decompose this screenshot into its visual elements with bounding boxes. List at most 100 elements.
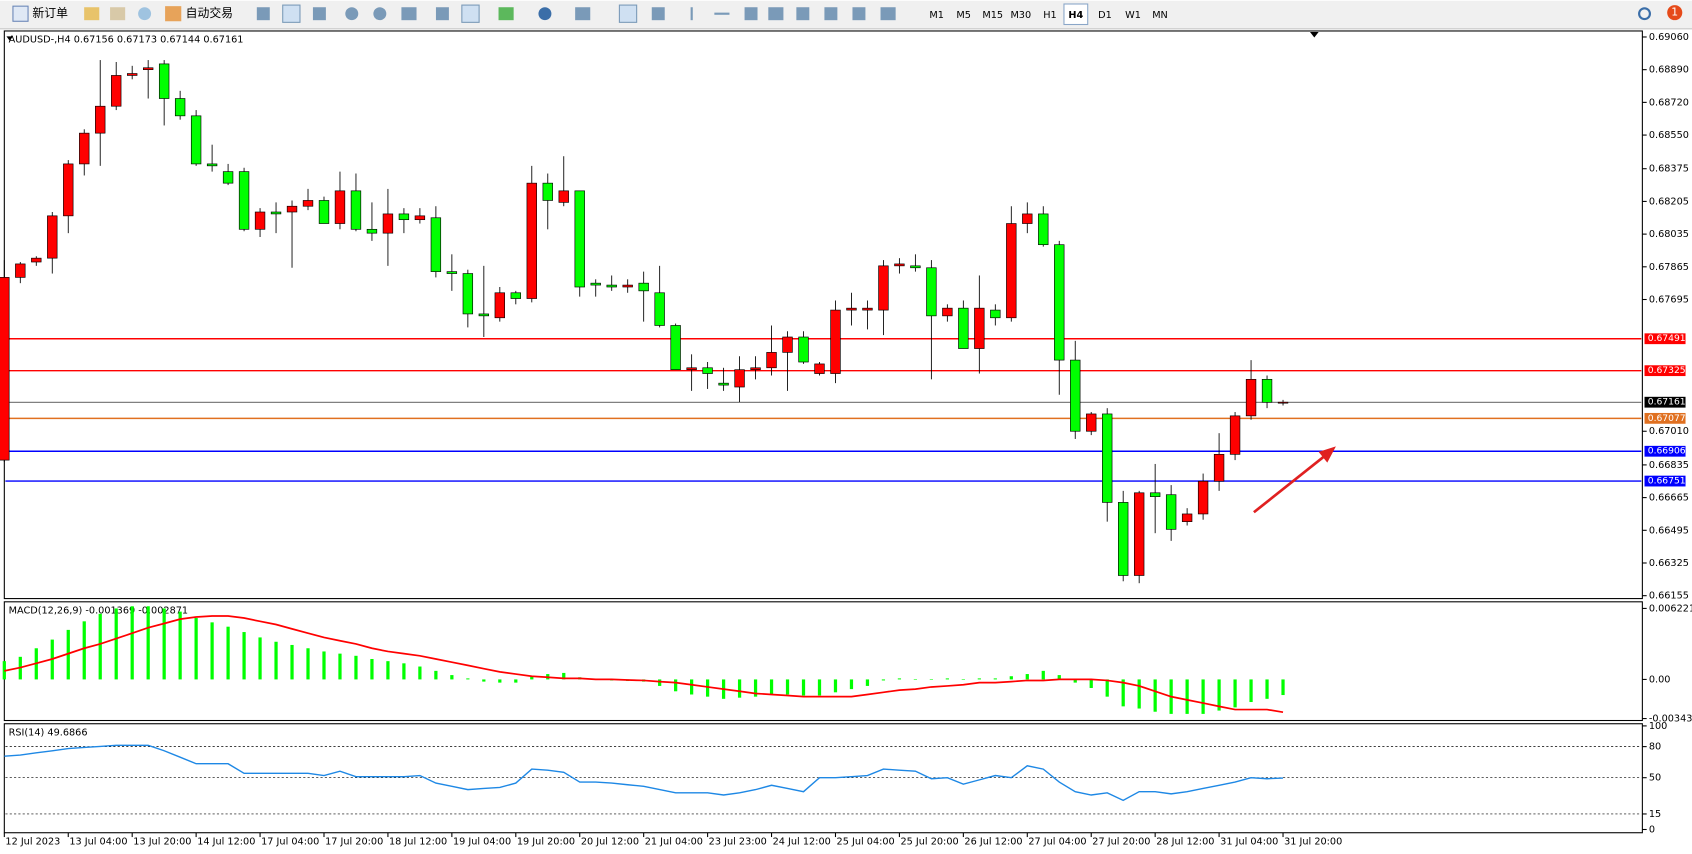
candle-body [1038,213,1049,246]
candle-body [670,325,681,371]
icon[interactable] [744,7,758,21]
macd-bar [370,658,374,680]
x-tick-label: 27 Jul 04:00 [1028,836,1086,847]
timeframe-button[interactable]: M5 [956,10,971,21]
timeframe-button[interactable]: W1 [1125,10,1141,21]
icon[interactable] [651,7,665,21]
y-tick-label: 0.66665 [1649,493,1689,504]
macd-bar [817,679,822,696]
candle-body [974,307,985,349]
icon[interactable] [401,7,417,21]
icon[interactable] [435,7,449,21]
candle-body [734,369,745,388]
icon[interactable] [880,7,896,21]
icon[interactable] [768,7,784,21]
candle-body [398,213,410,221]
cursor-tool[interactable] [618,4,638,23]
timeframe-button[interactable]: M30 [1010,10,1031,21]
macd-bar [849,679,854,690]
new-order-icon[interactable] [12,5,29,22]
candle-body [1070,359,1081,432]
icon[interactable] [110,7,126,21]
icon[interactable] [824,7,838,21]
macd-bar [1121,679,1125,707]
macd-bar [945,678,949,680]
candle-body [127,73,138,76]
macd-bar [1217,679,1221,711]
candle-body [574,190,585,288]
icon[interactable] [796,7,810,21]
timeframe-button[interactable]: H4 [1068,10,1083,21]
icon[interactable] [282,4,301,23]
y-tick-label: 0.67865 [1649,262,1689,273]
macd-bar [226,626,230,680]
search-icon[interactable] [1638,7,1651,21]
x-tick-label: 27 Jul 20:00 [1092,836,1150,847]
candle-body [142,67,154,71]
macd-bar [210,622,214,680]
macd-bar [1281,679,1285,696]
candle-body [1197,480,1209,515]
icon[interactable] [714,12,730,15]
icon[interactable] [345,7,359,21]
icon[interactable] [256,7,270,21]
candle-body [542,182,553,201]
macd-bar [162,608,166,680]
macd-panel [3,601,1643,722]
candle-body [1181,513,1193,522]
y-tick-label: 0.68890 [1649,65,1689,76]
icon[interactable] [690,7,693,21]
candle-body [174,98,186,117]
icon[interactable] [312,7,326,21]
candle-body [1277,401,1289,404]
timeframe-button[interactable]: D1 [1098,10,1112,21]
icon[interactable] [498,7,514,21]
macd-bar [1233,679,1237,708]
price-level-tag [1644,475,1686,487]
candle-body [430,217,442,272]
notification-count[interactable]: 1 [1671,6,1678,19]
x-tick-label: 28 Jul 12:00 [1156,836,1214,847]
candle-body [111,75,122,107]
candle-body [222,171,234,184]
auto-trading-icon[interactable] [165,6,182,22]
icon[interactable] [373,7,387,21]
icon[interactable] [461,4,480,23]
icon[interactable] [538,7,552,21]
timeframe-button[interactable]: H1 [1043,10,1056,21]
x-tick-label: 20 Jul 12:00 [581,836,639,847]
annotation-arrowhead [1318,446,1336,463]
candle-body [206,163,218,167]
main-panel [3,30,1643,600]
macd-bar [338,653,342,680]
candle-body [15,263,26,278]
macd-bar [865,679,870,686]
macd-bar [82,621,86,680]
icon[interactable] [575,7,591,21]
candle-body [686,367,697,371]
macd-bar [290,644,294,680]
candle-body [1118,502,1129,576]
macd-bar [194,618,198,680]
macd-bar [977,678,981,680]
icon[interactable] [84,7,100,21]
candle-body [1261,378,1273,403]
macd-bar [322,651,326,680]
icon[interactable] [138,7,152,21]
macd-bar [562,672,566,680]
candle-body [638,282,649,292]
timeframe-button[interactable]: MN [1152,10,1168,21]
macd-bar [530,676,534,680]
y-tick-label: 0.66325 [1649,558,1689,569]
icon[interactable] [852,7,866,21]
candle-body [1102,413,1113,503]
macd-bar [705,679,710,697]
timeframe-button[interactable]: M1 [929,10,944,21]
y-tick-label: 0.68720 [1649,97,1689,108]
auto-trading-button[interactable]: 自动交易 [186,6,233,20]
macd-bar [897,678,902,680]
price-level-tag [1644,445,1686,457]
notification-badge[interactable] [1667,5,1683,21]
timeframe-button[interactable]: M15 [982,10,1003,21]
new-order-button[interactable]: 新订单 [32,6,68,20]
